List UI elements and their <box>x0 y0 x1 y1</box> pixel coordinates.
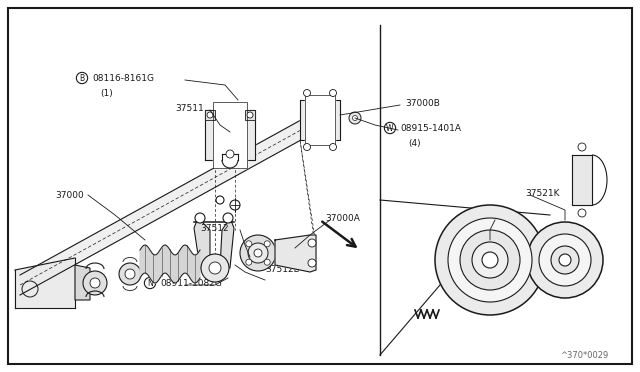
Circle shape <box>460 230 520 290</box>
Polygon shape <box>213 102 247 168</box>
Circle shape <box>240 235 276 271</box>
Text: 37512B: 37512B <box>265 266 300 275</box>
Polygon shape <box>75 265 90 300</box>
Circle shape <box>90 278 100 288</box>
Text: 37521K: 37521K <box>525 189 559 198</box>
Circle shape <box>303 144 310 151</box>
Circle shape <box>435 205 545 315</box>
Circle shape <box>264 241 270 247</box>
Circle shape <box>330 144 337 151</box>
Circle shape <box>472 242 508 278</box>
Text: N: N <box>147 279 153 288</box>
Text: (4): (4) <box>408 138 420 148</box>
Polygon shape <box>15 258 75 308</box>
Circle shape <box>230 200 240 210</box>
Circle shape <box>559 254 571 266</box>
Circle shape <box>308 259 316 267</box>
Circle shape <box>201 254 229 282</box>
Circle shape <box>223 213 233 223</box>
Text: (1): (1) <box>168 266 180 275</box>
Circle shape <box>448 218 532 302</box>
Polygon shape <box>275 235 316 272</box>
Text: B: B <box>79 74 84 83</box>
Polygon shape <box>20 115 310 295</box>
Circle shape <box>83 271 107 295</box>
Circle shape <box>539 234 591 286</box>
Text: W: W <box>387 124 394 132</box>
Text: 08915-1401A: 08915-1401A <box>400 124 461 132</box>
Polygon shape <box>300 100 340 140</box>
Text: 37000A: 37000A <box>325 214 360 222</box>
Circle shape <box>125 269 135 279</box>
Circle shape <box>226 150 234 158</box>
Polygon shape <box>305 95 335 145</box>
Circle shape <box>353 115 358 121</box>
Polygon shape <box>205 110 255 160</box>
Circle shape <box>207 112 213 118</box>
Text: 37525: 37525 <box>460 214 488 222</box>
Circle shape <box>246 259 252 265</box>
Circle shape <box>254 249 262 257</box>
Circle shape <box>209 262 221 274</box>
Circle shape <box>308 239 316 247</box>
Text: 37000: 37000 <box>55 190 84 199</box>
Text: 08911-1082G: 08911-1082G <box>160 279 222 288</box>
Circle shape <box>349 112 361 124</box>
Text: (1): (1) <box>100 89 113 97</box>
Circle shape <box>482 252 498 268</box>
Polygon shape <box>572 155 592 205</box>
Text: 37512: 37512 <box>200 224 228 232</box>
Text: 08116-8161G: 08116-8161G <box>92 74 154 83</box>
Circle shape <box>216 196 224 204</box>
Circle shape <box>264 259 270 265</box>
Circle shape <box>303 90 310 96</box>
Polygon shape <box>205 110 215 120</box>
Text: 37000B: 37000B <box>405 99 440 108</box>
Circle shape <box>330 90 337 96</box>
Polygon shape <box>194 218 210 268</box>
Circle shape <box>578 143 586 151</box>
Text: ^370*0029: ^370*0029 <box>560 350 608 359</box>
Circle shape <box>246 241 252 247</box>
Circle shape <box>248 243 268 263</box>
Circle shape <box>119 263 141 285</box>
Text: 37511: 37511 <box>175 103 204 112</box>
Circle shape <box>247 112 253 118</box>
Circle shape <box>195 213 205 223</box>
Circle shape <box>527 222 603 298</box>
Circle shape <box>551 246 579 274</box>
Polygon shape <box>140 245 200 283</box>
Polygon shape <box>245 110 255 120</box>
Polygon shape <box>220 218 234 268</box>
Circle shape <box>578 209 586 217</box>
